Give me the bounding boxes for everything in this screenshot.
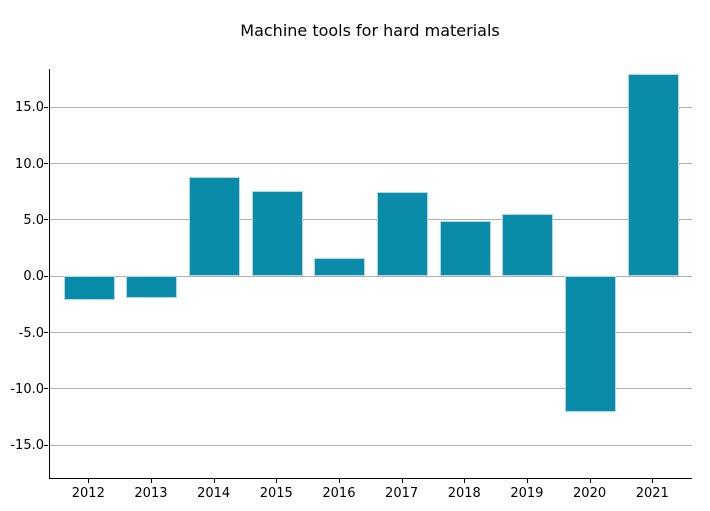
- x-tick-label: 2014: [197, 486, 231, 501]
- y-tick-label: 5.0: [23, 212, 44, 228]
- x-tick-mark: [213, 479, 215, 483]
- y-tick-label: -15.0: [10, 438, 44, 454]
- x-tick-mark: [589, 479, 591, 483]
- bar-2013: [126, 276, 178, 298]
- bar-2021: [627, 73, 679, 277]
- x-tick-label: 2019: [510, 486, 544, 501]
- bar-2018: [439, 221, 491, 277]
- x-tick-label: 2012: [71, 486, 105, 501]
- bar-2017: [377, 191, 429, 277]
- y-tick-label: -5.0: [18, 325, 44, 341]
- chart-title: Machine tools for hard materials: [240, 21, 500, 40]
- bar-2019: [502, 214, 554, 277]
- x-tick-label: 2018: [447, 486, 481, 501]
- x-tick-mark: [150, 479, 152, 483]
- bar-2015: [251, 190, 303, 277]
- y-tick-label: -10.0: [10, 381, 44, 397]
- gridline: [50, 163, 692, 165]
- x-tick-mark: [526, 479, 528, 483]
- x-tick-mark: [464, 479, 466, 483]
- y-tick-label: 15.0: [15, 100, 44, 116]
- y-tick-mark: [44, 332, 48, 334]
- x-tick-label: 2015: [259, 486, 293, 501]
- gridline: [50, 275, 692, 277]
- x-tick-mark: [88, 479, 90, 483]
- x-tick-label: 2013: [134, 486, 168, 501]
- bar-2016: [314, 258, 366, 277]
- x-tick-label: 2017: [385, 486, 419, 501]
- bar-2014: [189, 177, 241, 277]
- y-tick-mark: [44, 275, 48, 277]
- y-tick-mark: [44, 163, 48, 165]
- x-tick-mark: [338, 479, 340, 483]
- x-tick-mark: [401, 479, 403, 483]
- y-tick-mark: [44, 106, 48, 108]
- plot-area: [49, 69, 692, 479]
- y-tick-mark: [44, 388, 48, 390]
- gridline: [50, 219, 692, 221]
- bar-2020: [565, 276, 617, 412]
- bar-2012: [63, 276, 115, 300]
- gridline: [50, 332, 692, 334]
- x-tick-label: 2020: [573, 486, 607, 501]
- x-tick-label: 2016: [322, 486, 356, 501]
- gridline: [50, 388, 692, 390]
- gridline: [50, 106, 692, 108]
- x-tick-mark: [276, 479, 278, 483]
- y-tick-label: 0.0: [23, 269, 44, 285]
- y-tick-mark: [44, 444, 48, 446]
- gridline: [50, 444, 692, 446]
- x-tick-label: 2021: [635, 486, 669, 501]
- y-tick-mark: [44, 219, 48, 221]
- x-tick-mark: [652, 479, 654, 483]
- y-tick-label: 10.0: [15, 156, 44, 172]
